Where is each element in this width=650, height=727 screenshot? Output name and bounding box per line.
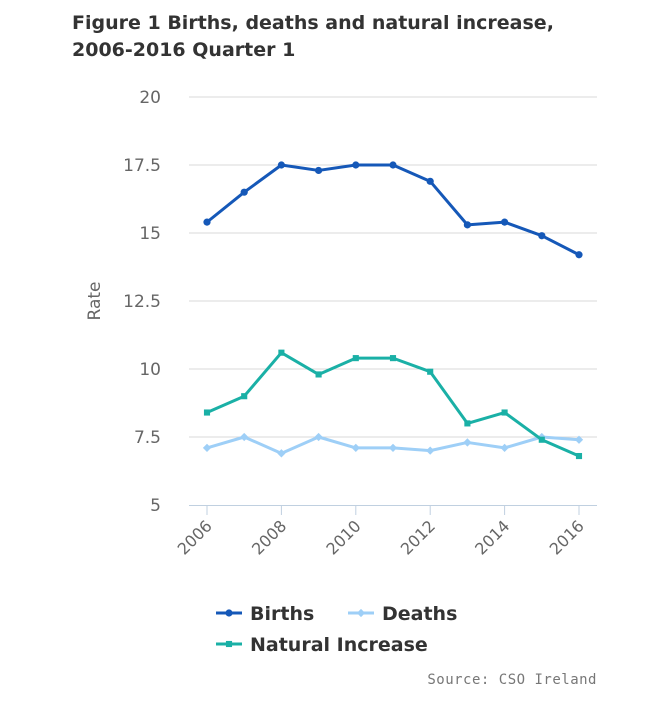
x-axis: 2006 2008 2010 2012 2014 2016 xyxy=(174,505,597,559)
x-tick-label: 2014 xyxy=(471,516,513,558)
deaths-point xyxy=(202,443,212,453)
grid-lines xyxy=(189,96,597,438)
series-group xyxy=(202,161,584,460)
series-deaths xyxy=(202,432,584,458)
legend-label: Births xyxy=(250,603,314,625)
deaths-point xyxy=(277,449,286,458)
natural-increase-point xyxy=(315,371,322,378)
natural-increase-point xyxy=(203,409,211,416)
y-tick-label: 12.5 xyxy=(123,292,161,312)
deaths-point xyxy=(426,446,435,455)
legend-item-natural-increase: Natural Increase xyxy=(216,634,428,656)
natural-increase-point xyxy=(538,436,545,443)
legend-item-deaths: Deaths xyxy=(348,603,457,625)
legend-label: Deaths xyxy=(382,603,457,625)
births-point xyxy=(389,161,397,169)
legend: Births Deaths Natural Increase xyxy=(216,603,457,656)
births-point xyxy=(240,188,248,196)
natural-increase-point xyxy=(575,452,583,460)
births-point xyxy=(352,161,360,169)
y-axis-label: Rate xyxy=(85,282,105,321)
chart-title: Figure 1 Births, deaths and natural incr… xyxy=(72,12,554,61)
natural-increase-line xyxy=(205,351,581,458)
y-tick-label: 20 xyxy=(139,88,161,108)
x-tick-label: 2008 xyxy=(248,516,290,558)
legend-marker xyxy=(225,640,233,648)
deaths-point xyxy=(574,435,584,444)
deaths-point xyxy=(351,443,360,453)
x-tick-label: 2006 xyxy=(174,516,216,558)
y-tick-label: 5 xyxy=(150,496,161,516)
births-point xyxy=(575,251,583,259)
legend-marker xyxy=(356,608,366,618)
legend-label: Natural Increase xyxy=(250,634,428,656)
series-births xyxy=(203,161,583,259)
natural-increase-point xyxy=(241,393,248,400)
x-tick-label: 2010 xyxy=(322,516,364,558)
births-point xyxy=(315,166,323,175)
natural-increase-point xyxy=(352,355,359,362)
natural-increase-point xyxy=(427,368,434,375)
source-note: Source: CSO Ireland xyxy=(427,672,597,688)
births-line xyxy=(205,163,581,257)
series-natural-increase xyxy=(203,349,583,460)
births-point xyxy=(426,177,434,185)
y-axis-ticks: 5 7.5 10 12.5 15 17.5 20 xyxy=(123,88,161,516)
births-point xyxy=(463,221,471,229)
natural-increase-point xyxy=(389,355,397,362)
natural-increase-point xyxy=(464,420,471,427)
legend-marker xyxy=(225,609,233,617)
births-point xyxy=(501,218,509,226)
deaths-point xyxy=(314,432,323,442)
y-tick-label: 7.5 xyxy=(134,428,161,448)
y-tick-label: 10 xyxy=(139,360,161,380)
y-tick-label: 17.5 xyxy=(123,156,161,176)
deaths-point xyxy=(240,432,249,442)
natural-increase-point xyxy=(501,409,508,416)
births-point xyxy=(538,232,546,240)
deaths-point xyxy=(388,443,398,453)
births-point xyxy=(203,218,211,226)
natural-increase-point xyxy=(278,349,285,356)
y-tick-label: 15 xyxy=(139,224,161,244)
x-tick-label: 2012 xyxy=(397,516,439,558)
legend-item-births: Births xyxy=(216,603,314,625)
deaths-point xyxy=(463,438,472,447)
x-tick-label: 2016 xyxy=(546,516,588,558)
births-point xyxy=(277,161,285,169)
deaths-point xyxy=(500,443,509,453)
